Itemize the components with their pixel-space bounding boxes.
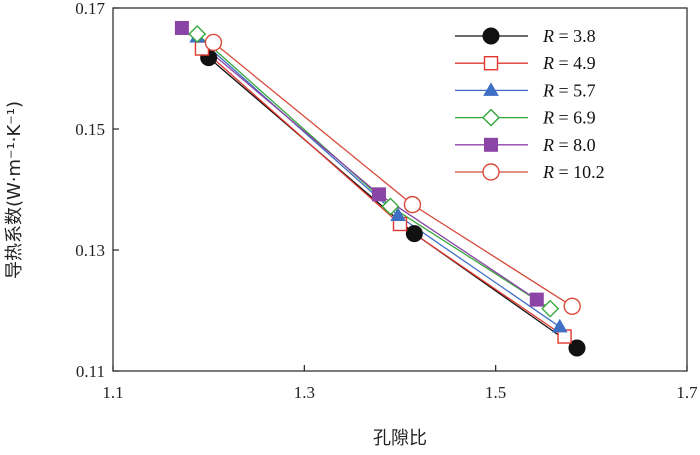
legend-label: R = 4.9 (542, 53, 596, 73)
data-point (529, 292, 544, 307)
x-tick-label: 1.7 (676, 383, 698, 402)
data-point (403, 195, 422, 214)
data-point (188, 25, 207, 44)
legend-marker (483, 56, 499, 71)
series-markers (174, 20, 586, 357)
legend-label: R = 10.2 (542, 162, 605, 182)
data-point (551, 318, 568, 333)
legend-label: R = 5.7 (542, 80, 596, 100)
data-point (405, 225, 423, 243)
legend-label: R = 3.8 (542, 26, 596, 46)
y-tick-label: 0.13 (75, 241, 105, 260)
x-axis-title: 孔隙比 (373, 428, 427, 449)
data-point (371, 187, 386, 202)
data-point (204, 33, 223, 52)
legend-marker (483, 82, 499, 96)
x-tick-label: 1.3 (294, 383, 315, 402)
data-point (174, 20, 189, 35)
x-tick-label: 1.1 (102, 383, 123, 402)
y-tick-label: 0.15 (75, 120, 105, 139)
legend-marker (482, 108, 500, 127)
legend-label: R = 8.0 (542, 135, 596, 155)
legend-label: R = 6.9 (542, 108, 596, 128)
data-point (381, 197, 400, 216)
data-point (563, 297, 581, 315)
legend-marker (484, 137, 498, 152)
x-tick-label: 1.5 (485, 383, 506, 402)
y-tick-label: 0.17 (75, 0, 105, 18)
legend-marker (482, 27, 500, 45)
series-line (196, 36, 561, 328)
legend-marker (482, 163, 500, 181)
legend: R = 3.8 R = 4.9 R = 5.7 R = 6.9 R = 8.0 R = 1… (455, 26, 605, 182)
data-point (568, 339, 586, 357)
plot-frame (112, 7, 688, 372)
data-point (390, 207, 406, 222)
y-tick-label: 0.11 (76, 362, 105, 381)
y-axis-title: 导热系数(W·m⁻¹·K⁻¹) (4, 101, 25, 279)
data-point (541, 299, 560, 318)
series-line (213, 41, 573, 307)
axis-ticks: 1.1 1.3 1.5 1.7 0.11 0.13 0.15 0.17 (75, 0, 698, 402)
